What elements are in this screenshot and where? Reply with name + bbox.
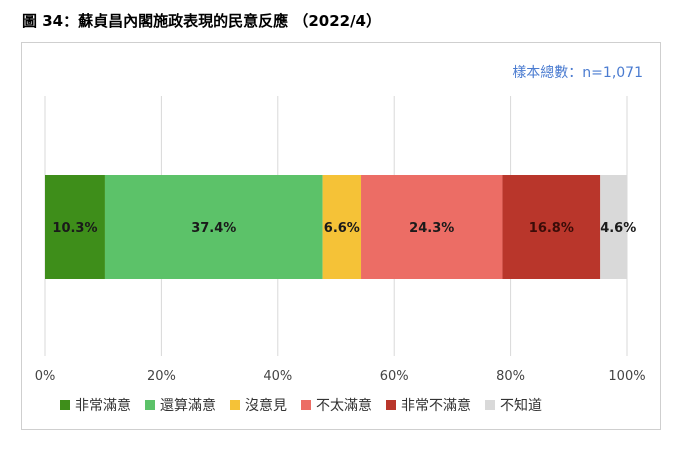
x-tick-label: 0% xyxy=(35,369,56,384)
bar-segment xyxy=(600,175,627,279)
legend: 非常滿意 還算滿意 沒意見 不太滿意 非常不滿意 不知道 xyxy=(60,395,542,415)
legend-item: 非常滿意 xyxy=(60,395,131,415)
chart-frame xyxy=(21,42,661,430)
data-label: 6.6% xyxy=(324,221,360,236)
x-tick-label: 100% xyxy=(608,369,645,384)
legend-label: 沒意見 xyxy=(245,398,287,414)
x-tick-label: 60% xyxy=(380,369,409,384)
legend-swatch xyxy=(301,400,311,410)
x-axis-ticks: 0% 20% 40% 60% 80% 100% xyxy=(35,369,646,384)
x-tick-label: 40% xyxy=(263,369,292,384)
legend-swatch xyxy=(485,400,495,410)
data-label: 24.3% xyxy=(409,221,454,236)
x-tick-label: 20% xyxy=(147,369,176,384)
bar-segments xyxy=(45,175,627,279)
legend-item: 沒意見 xyxy=(230,395,287,415)
legend-label: 不知道 xyxy=(500,398,542,414)
legend-swatch xyxy=(230,400,240,410)
bar-segment xyxy=(104,175,323,279)
data-label: 10.3% xyxy=(52,221,97,236)
legend-item: 不太滿意 xyxy=(301,395,372,415)
legend-label: 不太滿意 xyxy=(316,398,372,414)
legend-swatch xyxy=(60,400,70,410)
legend-item: 非常不滿意 xyxy=(386,395,471,415)
legend-swatch xyxy=(386,400,396,410)
legend-label: 還算滿意 xyxy=(160,398,216,414)
data-label: 37.4% xyxy=(191,221,236,236)
bar-segment xyxy=(322,175,362,279)
bar-segment xyxy=(502,175,601,279)
x-tick-label: 80% xyxy=(496,369,525,384)
legend-label: 非常不滿意 xyxy=(401,398,471,414)
legend-item: 還算滿意 xyxy=(145,395,216,415)
bar-segment xyxy=(361,175,503,279)
figure-title: 圖 34：蘇貞昌內閣施政表現的民意反應 （2022/4） xyxy=(22,12,381,30)
legend-swatch xyxy=(145,400,155,410)
data-label: 16.8% xyxy=(529,221,574,236)
bar-segment xyxy=(45,175,105,279)
data-labels: 10.3% 37.4% 6.6% 24.3% 16.8% 4.6% xyxy=(52,221,636,236)
legend-label: 非常滿意 xyxy=(75,398,131,414)
legend-item: 不知道 xyxy=(485,395,542,415)
sample-size-note: 樣本總數：n=1,071 xyxy=(512,64,643,81)
data-label: 4.6% xyxy=(600,221,636,236)
